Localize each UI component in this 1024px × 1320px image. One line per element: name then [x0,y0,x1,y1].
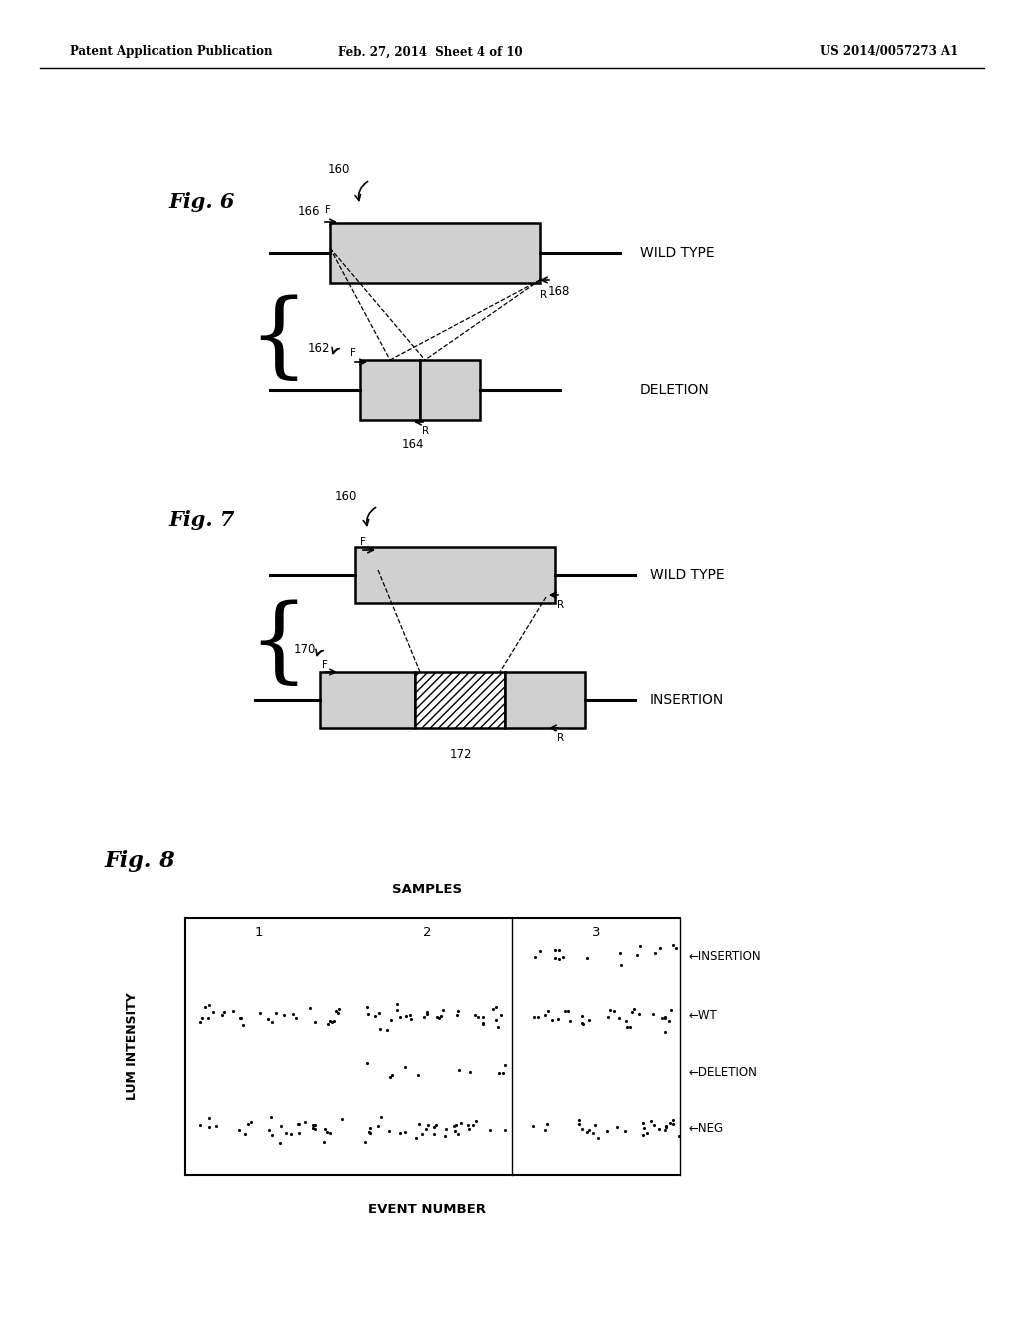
Text: ←NEG: ←NEG [688,1122,723,1135]
Text: R: R [422,426,429,436]
Text: WILD TYPE: WILD TYPE [640,246,715,260]
Text: WILD TYPE: WILD TYPE [650,568,725,582]
Text: R: R [540,290,547,300]
Text: R: R [557,733,564,743]
Text: US 2014/0057273 A1: US 2014/0057273 A1 [820,45,958,58]
Text: ←DELETION: ←DELETION [688,1065,757,1078]
Text: Fig. 8: Fig. 8 [105,850,176,873]
Text: R: R [557,601,564,610]
Text: LUM INTENSITY: LUM INTENSITY [127,993,139,1101]
Text: SAMPLES: SAMPLES [392,883,463,896]
Text: Fig. 6: Fig. 6 [168,191,234,213]
Text: 168: 168 [548,285,570,298]
Text: 170: 170 [294,643,316,656]
Text: 3: 3 [592,927,600,939]
Text: ←INSERTION: ←INSERTION [688,950,761,964]
Text: F: F [325,205,331,215]
Bar [415,672,505,729]
Text: Fig. 7: Fig. 7 [168,510,234,531]
Bar [355,546,555,603]
Bar [360,360,420,420]
Text: {: { [248,294,308,385]
Bar [505,672,585,729]
Text: Patent Application Publication: Patent Application Publication [70,45,272,58]
Bar [420,360,480,420]
Text: F: F [322,660,328,671]
Text: 162: 162 [308,342,331,355]
Text: EVENT NUMBER: EVENT NUMBER [369,1203,486,1216]
Text: DELETION: DELETION [640,383,710,397]
Text: 2: 2 [423,927,432,939]
Text: ←WT: ←WT [688,1010,717,1022]
Text: 164: 164 [402,438,425,451]
Bar [330,223,540,282]
Text: 1: 1 [255,927,263,939]
Text: 172: 172 [450,748,472,762]
Text: F: F [360,537,366,546]
Text: 166: 166 [298,205,321,218]
Text: 160: 160 [335,490,357,503]
Text: INSERTION: INSERTION [650,693,724,708]
Text: F: F [350,348,356,358]
Text: 160: 160 [328,162,350,176]
Text: {: { [248,601,308,690]
Bar [319,672,415,729]
Text: Feb. 27, 2014  Sheet 4 of 10: Feb. 27, 2014 Sheet 4 of 10 [338,45,522,58]
